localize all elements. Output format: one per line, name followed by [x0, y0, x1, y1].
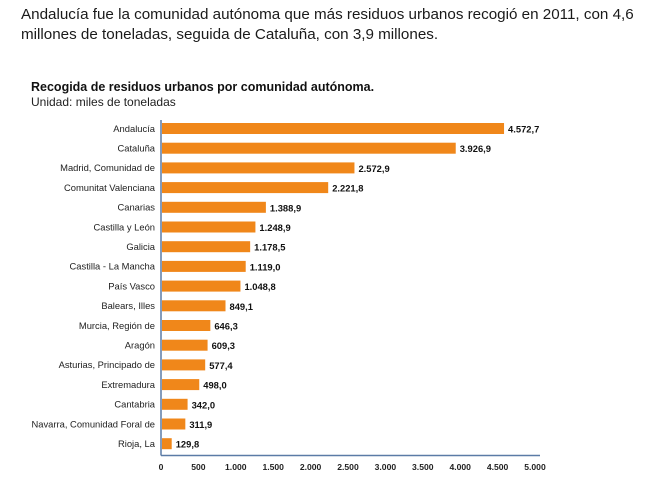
category-label: Canarias: [117, 202, 155, 213]
value-label: 609,3: [212, 340, 235, 351]
bar: [162, 182, 329, 194]
value-label: 311,9: [189, 419, 212, 430]
category-label: Cataluña: [117, 143, 155, 154]
value-label: 577,4: [209, 360, 233, 371]
x-tick-label: 2.000: [300, 462, 322, 472]
category-label: Navarra, Comunidad Foral de: [32, 418, 156, 429]
x-tick-label: 3.500: [412, 462, 434, 472]
value-label: 3.926,9: [460, 143, 491, 154]
chart-title: Recogida de residuos urbanos por comunid…: [31, 80, 375, 94]
value-label: 4.572,7: [508, 124, 539, 135]
value-label: 646,3: [214, 321, 237, 332]
category-label: Cantabria: [114, 399, 155, 410]
value-label: 342,0: [192, 399, 215, 410]
value-label: 1.248,9: [259, 222, 290, 233]
category-label: Murcia, Región de: [79, 320, 155, 331]
bar: [162, 438, 172, 450]
category-label: Aragón: [125, 340, 155, 351]
x-tick-label: 4.000: [449, 462, 471, 472]
axes-group: 0 500 1.000 1.500 2.000 2.500 3.000 3.500 4.000 4…: [159, 120, 546, 472]
bar: [162, 280, 241, 292]
x-tick-label: 4.500: [487, 462, 509, 472]
category-label: Andalucía: [113, 123, 155, 134]
bar: [162, 339, 208, 351]
bar: [162, 221, 256, 233]
value-label: 2.572,9: [358, 163, 389, 174]
bar: [162, 260, 246, 272]
value-label: 129,8: [176, 439, 199, 450]
category-label: Castilla - La Mancha: [70, 261, 156, 272]
category-label: Asturias, Principado de: [59, 359, 155, 370]
value-label: 1.178,5: [254, 242, 285, 253]
value-label: 2.221,8: [332, 183, 363, 194]
bar: [162, 418, 186, 430]
bar: [162, 201, 266, 213]
x-tick-label: 3.000: [375, 462, 397, 472]
x-tick-label: 5.000: [524, 462, 546, 472]
x-tick-label: 1.000: [225, 462, 247, 472]
bar: [162, 123, 505, 134]
bar: [162, 398, 188, 410]
category-label: Rioja, La: [118, 438, 156, 449]
category-label: Madrid, Comunidad de: [60, 162, 155, 173]
value-label: 1.048,8: [244, 281, 275, 292]
chart-subtitle: Unidad: miles de toneladas: [31, 95, 176, 109]
category-label: Extremadura: [101, 379, 155, 390]
bar: [162, 359, 206, 371]
x-tick-label: 1.500: [262, 462, 284, 472]
x-tick-label: 0: [159, 462, 164, 472]
value-label: 849,1: [230, 301, 253, 312]
bar: [162, 320, 211, 331]
value-label: 1.388,9: [270, 202, 301, 213]
bar: [162, 142, 456, 154]
category-label: Galicia: [126, 241, 155, 252]
value-label: 498,0: [203, 380, 226, 391]
value-label: 1.119,0: [250, 261, 281, 272]
bar: [162, 300, 226, 312]
category-label: Comunitat Valenciana: [64, 182, 156, 193]
bar: [162, 241, 251, 253]
bars-group: Andalucía 4.572,7 Cataluña 3.926,9 Madrid, C…: [32, 123, 540, 450]
category-label: País Vasco: [108, 280, 155, 291]
category-label: Castilla y León: [94, 221, 156, 232]
intro-paragraph: Andalucía fue la comunidad autónoma que …: [21, 6, 634, 43]
x-tick-label: 500: [191, 462, 206, 472]
bar: [162, 162, 355, 174]
category-label: Balears, Illes: [101, 300, 155, 311]
x-tick-label: 2.500: [337, 462, 359, 472]
bar: [162, 379, 200, 391]
